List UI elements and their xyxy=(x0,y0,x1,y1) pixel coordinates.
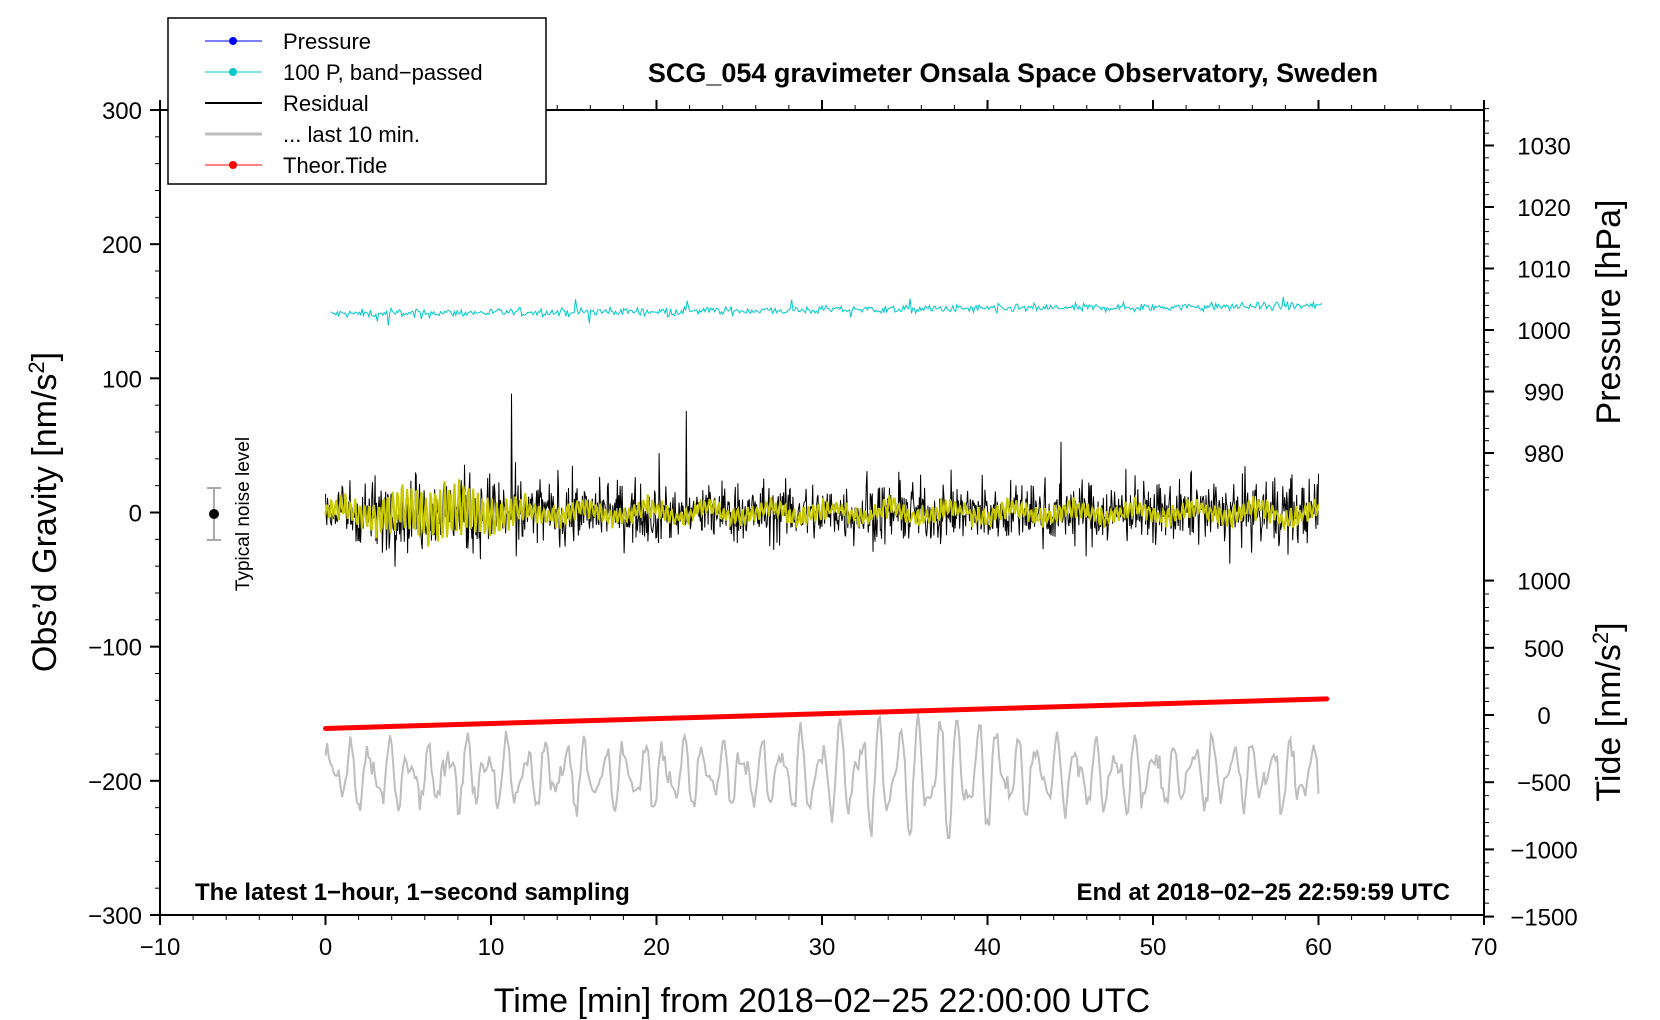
pressure-tick-label: 980 xyxy=(1524,441,1564,468)
series-last-10-min xyxy=(324,713,1320,839)
noise-level-marker xyxy=(207,487,221,541)
y-axis-label-tide-sup: 2 xyxy=(1588,632,1613,644)
data-layer xyxy=(323,296,1330,839)
legend-marker xyxy=(229,37,237,45)
legend-label: Pressure xyxy=(283,29,371,54)
y-axis-label-tide: Tide [nm/s2] xyxy=(1588,622,1629,801)
legend-marker xyxy=(229,161,237,169)
noise-level-dot xyxy=(209,509,219,519)
x-tick-label: 30 xyxy=(809,934,836,961)
y-axis-label-left-main: Obs’d Gravity [nm/s xyxy=(26,374,64,673)
pressure-tick-label: 1010 xyxy=(1517,257,1570,284)
series-residual xyxy=(325,393,1319,567)
legend-label: 100 P, band−passed xyxy=(283,60,483,85)
series-pressure-bandpassed xyxy=(330,296,1323,326)
y-axis-label-pressure: Pressure [hPa] xyxy=(1590,200,1628,425)
x-tick-label: 10 xyxy=(478,934,505,961)
legend-label: Theor.Tide xyxy=(283,153,387,178)
y-axis-label-left-sup: 2 xyxy=(24,361,49,373)
tide-tick-label: −500 xyxy=(1517,770,1571,797)
y-tick-label: 100 xyxy=(102,366,142,393)
y-tick-label: −300 xyxy=(88,903,142,930)
series-theoretical-tide xyxy=(323,696,1330,731)
y-axis-label-tide-main: Tide [nm/s xyxy=(1590,644,1628,801)
tide-tick-label: 0 xyxy=(1537,703,1550,730)
ticks-layer: −10 0 10 20 30 40 50 60 703002001000−100−200−300… xyxy=(88,98,1578,961)
y-axis-label-left: Obs’d Gravity [nm/s2] xyxy=(24,352,65,672)
tide-tick-label: 500 xyxy=(1524,636,1564,663)
y-axis-label-left-end: ] xyxy=(26,352,64,361)
x-tick-label: 70 xyxy=(1471,934,1498,961)
x-tick-label: −10 xyxy=(140,934,181,961)
tide-tick-label: −1000 xyxy=(1510,837,1577,864)
legend-label: ... last 10 min. xyxy=(283,122,420,147)
x-tick-label: 60 xyxy=(1305,934,1332,961)
annotation-left: The latest 1−hour, 1−second sampling xyxy=(195,879,630,906)
x-tick-label: 50 xyxy=(1140,934,1167,961)
legend-marker xyxy=(229,68,237,76)
legend-box xyxy=(167,17,547,185)
tide-tick-label: −1500 xyxy=(1510,905,1577,932)
noise-level-label: Typical noise level xyxy=(233,437,254,591)
annotation-right: End at 2018−02−25 22:59:59 UTC xyxy=(1076,879,1450,906)
pressure-tick-label: 1020 xyxy=(1517,195,1570,222)
y-axis-label-tide-end: ] xyxy=(1590,622,1628,631)
tide-tick-label: 1000 xyxy=(1517,569,1570,596)
chart-title: SCG_054 gravimeter Onsala Space Observat… xyxy=(648,58,1378,88)
series-residual-smoothed xyxy=(324,479,1320,547)
y-tick-label: −100 xyxy=(88,635,142,662)
pressure-tick-label: 1000 xyxy=(1517,318,1570,345)
x-tick-label: 20 xyxy=(643,934,670,961)
x-axis-label: Time [min] from 2018−02−25 22:00:00 UTC xyxy=(494,982,1150,1020)
y-tick-label: 200 xyxy=(102,232,142,259)
pressure-tick-label: 1030 xyxy=(1517,134,1570,161)
pressure-tick-label: 990 xyxy=(1524,380,1564,407)
y-tick-label: −200 xyxy=(88,769,142,796)
y-tick-label: 0 xyxy=(129,501,142,528)
legend-label: Residual xyxy=(283,91,369,116)
y-tick-label: 300 xyxy=(102,98,142,125)
x-tick-label: 0 xyxy=(319,934,332,961)
legend: Pressure 100 P, band−passed Residual ... la… xyxy=(167,17,547,185)
x-tick-label: 40 xyxy=(974,934,1001,961)
